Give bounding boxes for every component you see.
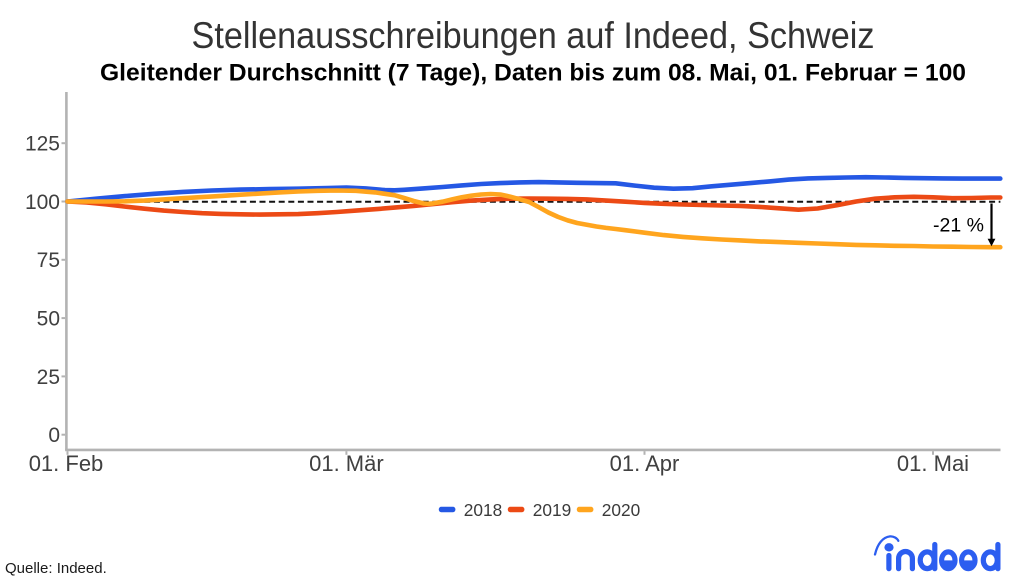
svg-text:2020: 2020 [602, 500, 640, 520]
svg-text:Quelle: Indeed.: Quelle: Indeed. [5, 560, 107, 577]
svg-text:2019: 2019 [533, 500, 571, 520]
svg-text:01. Mai: 01. Mai [897, 451, 969, 476]
svg-text:100: 100 [25, 191, 60, 214]
svg-text:2018: 2018 [464, 500, 502, 520]
svg-text:01. Feb: 01. Feb [29, 451, 104, 476]
svg-text:01. Mär: 01. Mär [309, 451, 384, 476]
svg-text:Gleitender Durchschnitt (7 Tag: Gleitender Durchschnitt (7 Tage), Daten … [100, 60, 966, 87]
svg-text:50: 50 [37, 308, 60, 331]
svg-text:25: 25 [37, 366, 60, 389]
svg-text:01. Apr: 01. Apr [610, 451, 680, 476]
svg-text:Stellenausschreibungen auf Ind: Stellenausschreibungen auf Indeed, Schwe… [192, 15, 875, 56]
svg-text:125: 125 [25, 133, 60, 156]
svg-text:-21 %: -21 % [933, 215, 984, 237]
svg-text:75: 75 [37, 249, 60, 272]
svg-text:0: 0 [48, 424, 60, 447]
